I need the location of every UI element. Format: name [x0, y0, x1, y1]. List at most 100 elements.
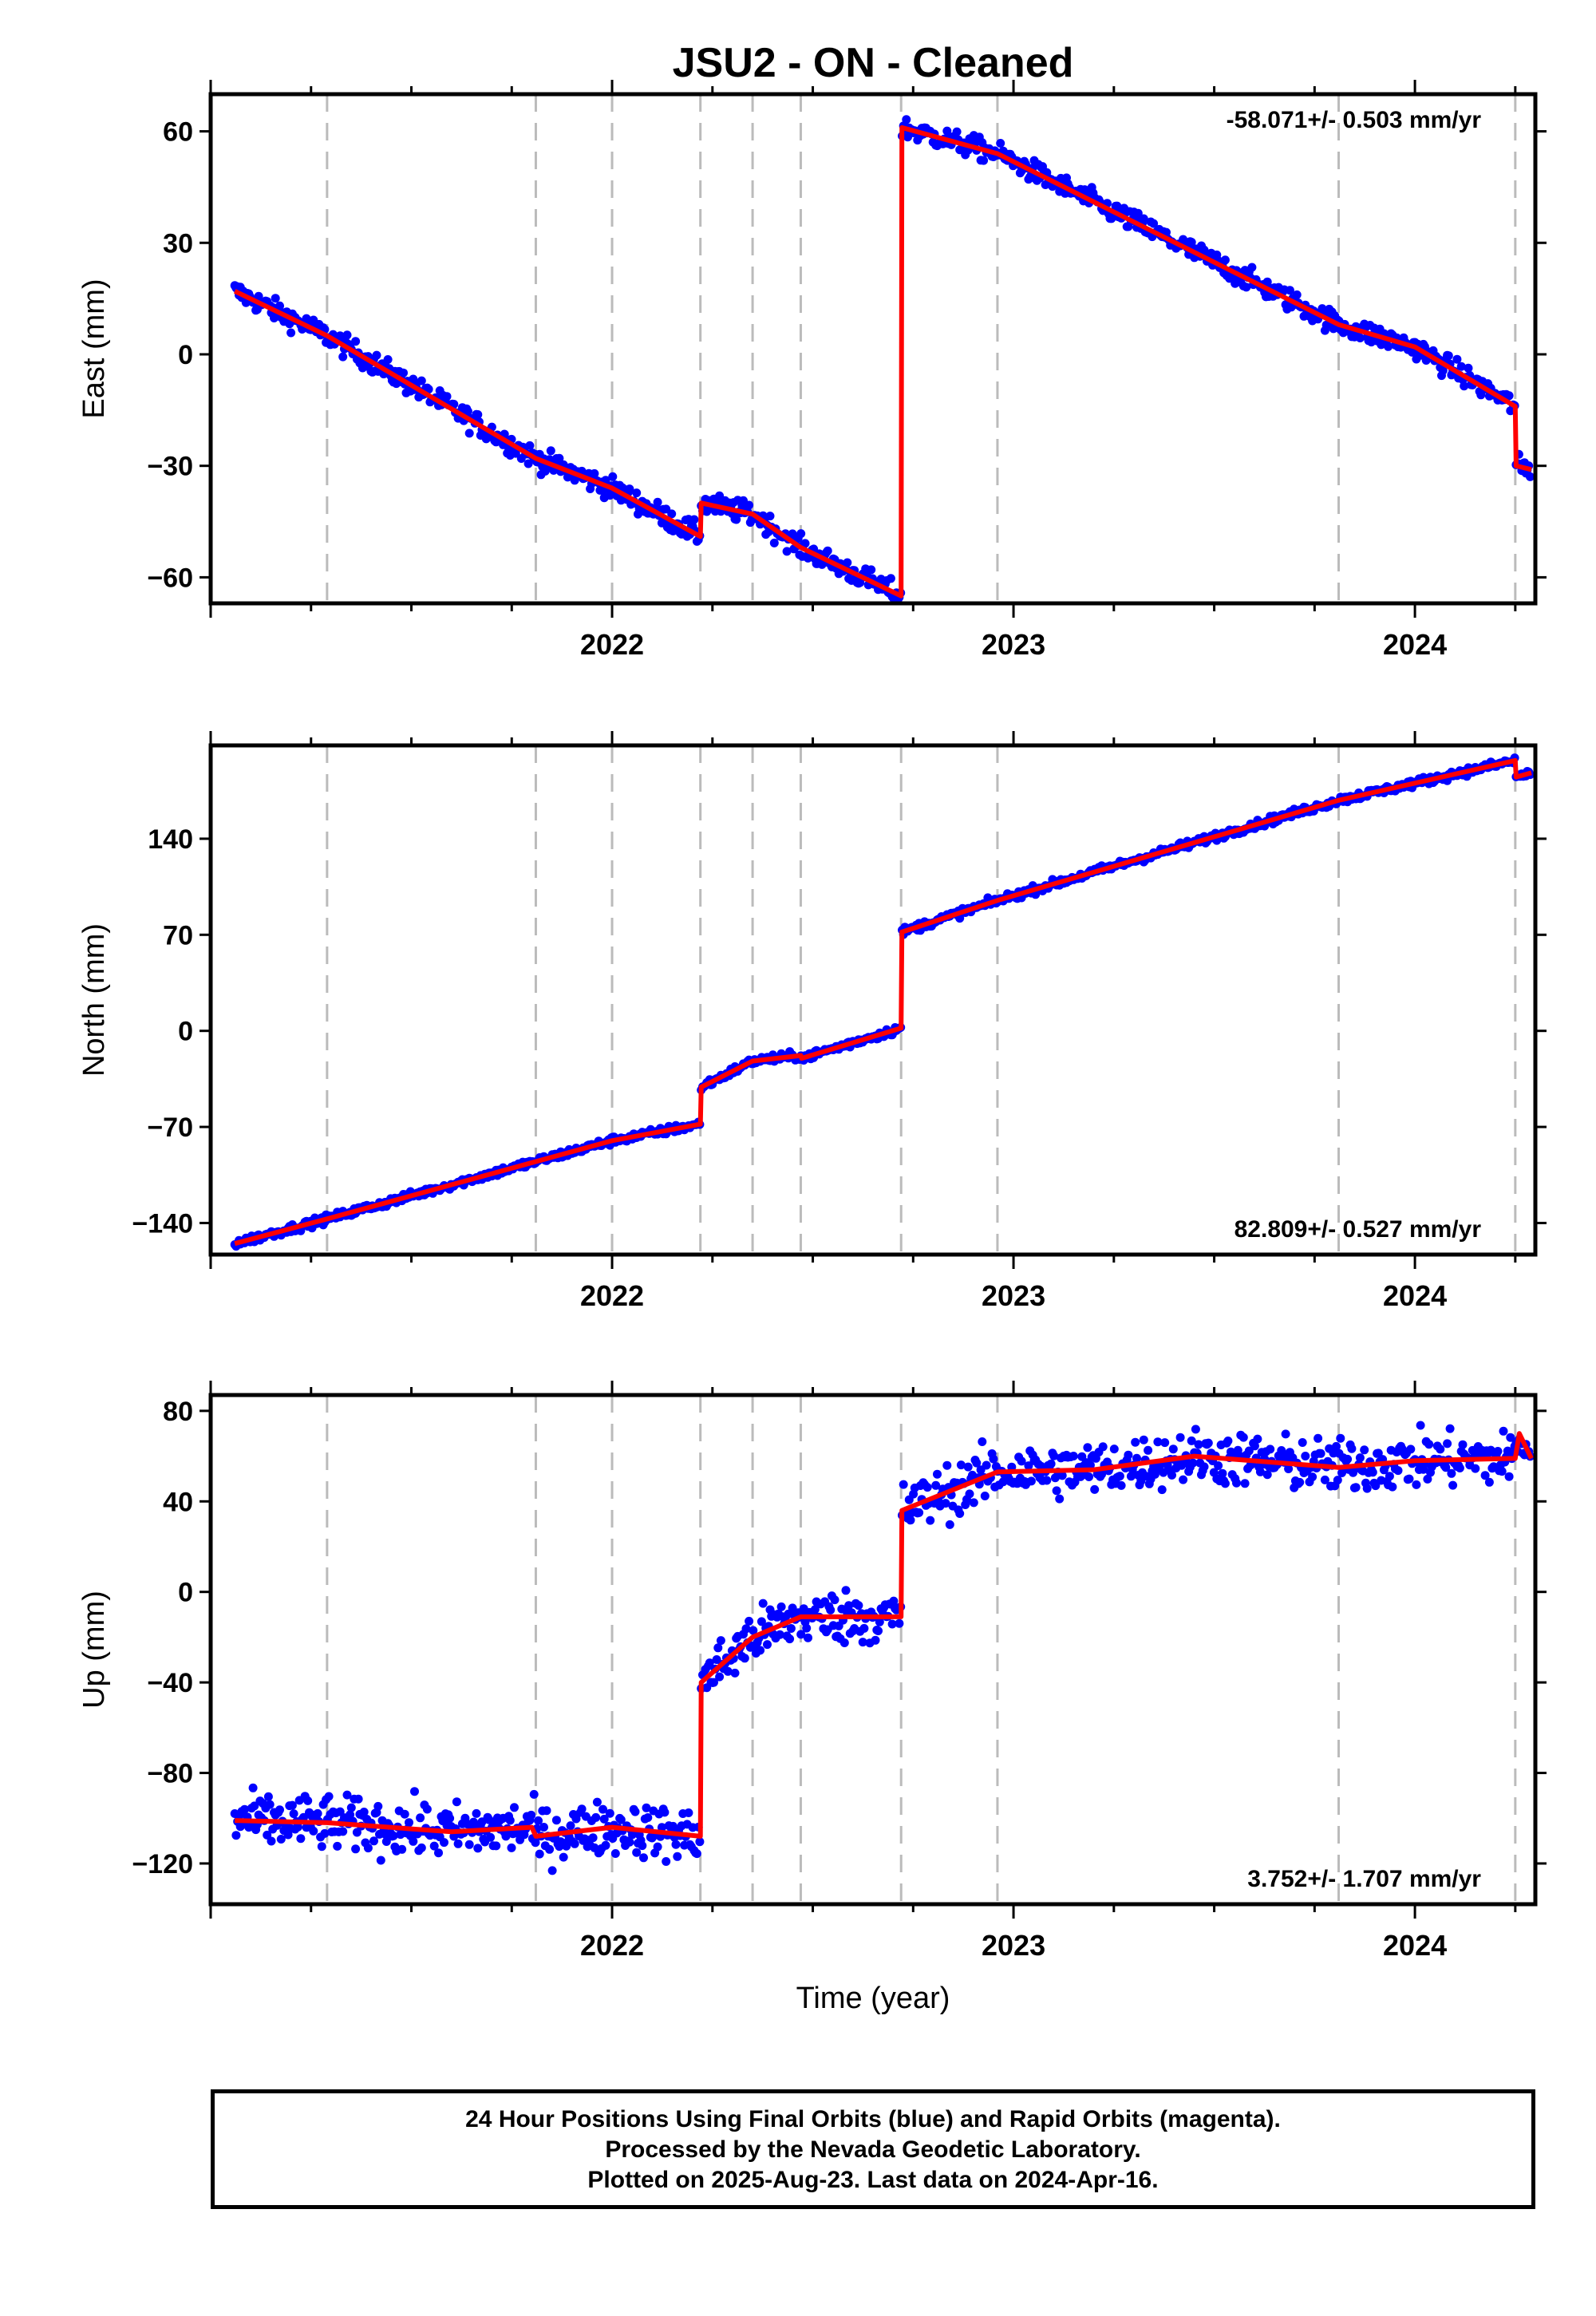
data-point [660, 1808, 670, 1817]
data-point [369, 1836, 378, 1846]
data-point [539, 1823, 548, 1832]
data-point [1024, 1461, 1033, 1471]
data-point [843, 558, 852, 567]
data-point [1157, 1485, 1167, 1495]
data-point [1160, 1438, 1170, 1448]
data-point [1139, 1435, 1148, 1445]
data-point [1444, 351, 1453, 361]
data-point [250, 1801, 259, 1811]
x-tick-label: 2024 [1383, 628, 1447, 661]
data-point [875, 1617, 884, 1626]
data-point [1456, 362, 1466, 371]
data-point [1316, 1448, 1325, 1458]
data-point [529, 1789, 539, 1799]
data-point [1504, 1472, 1514, 1481]
data-point [859, 1623, 869, 1633]
data-point [510, 1803, 519, 1812]
data-point [352, 1828, 361, 1837]
data-point [473, 410, 483, 419]
data-point [671, 1840, 681, 1849]
data-point [1057, 1471, 1067, 1480]
data-point [782, 547, 792, 556]
data-point [1149, 219, 1159, 228]
data-point [732, 515, 741, 524]
data-point [486, 1832, 496, 1842]
data-point [338, 352, 348, 362]
data-point [525, 441, 535, 450]
data-point [342, 330, 352, 340]
data-point [381, 1837, 391, 1846]
data-point [796, 529, 806, 539]
data-point [546, 446, 555, 456]
y-tick-label: 0 [178, 340, 193, 370]
data-point [1373, 1448, 1383, 1458]
data-point [756, 1646, 765, 1655]
data-point [317, 1842, 326, 1852]
data-point [354, 1794, 363, 1804]
y-tick-label: 40 [163, 1487, 193, 1517]
data-point [632, 1848, 642, 1857]
footer-info-box: 24 Hour Positions Using Final Orbits (bl… [211, 2089, 1535, 2209]
data-point [817, 559, 827, 569]
x-tick-label: 2023 [982, 628, 1045, 661]
data-point [982, 1460, 991, 1470]
data-point [839, 1638, 849, 1647]
data-point [473, 1844, 483, 1853]
data-point [591, 1812, 601, 1822]
data-point [1471, 1464, 1480, 1473]
data-point [1240, 1479, 1250, 1488]
data-point [1244, 1446, 1254, 1456]
data-point [1218, 1468, 1227, 1478]
data-point [1188, 1458, 1198, 1468]
data-point [1295, 1477, 1305, 1487]
data-point [804, 1633, 812, 1642]
rate-label: 3.752+/- 1.707 mm/yr [1247, 1866, 1481, 1892]
data-point [887, 1619, 897, 1629]
data-point [972, 1458, 982, 1468]
data-point [1232, 1478, 1241, 1488]
data-point [1144, 1445, 1153, 1455]
data-point [1238, 1433, 1248, 1442]
data-point [1416, 1421, 1425, 1430]
data-point [715, 1672, 725, 1682]
data-point [616, 1815, 626, 1824]
data-point [915, 1508, 924, 1517]
data-point [263, 1792, 273, 1801]
data-point [452, 1797, 461, 1807]
data-point [1266, 1445, 1275, 1454]
data-point [608, 472, 618, 481]
data-point [1285, 286, 1294, 295]
data-point [1480, 1471, 1490, 1480]
x-tick-label: 2022 [580, 1279, 644, 1312]
data-point [1504, 391, 1514, 401]
model-line-east [233, 124, 1532, 599]
panel-frame [208, 1393, 1538, 1907]
y-tick-label: −30 [147, 452, 193, 482]
data-point [899, 1480, 908, 1489]
data-point [1436, 1445, 1445, 1454]
data-point [453, 1839, 463, 1848]
data-point [945, 1520, 954, 1529]
panel-frame [208, 743, 1538, 1257]
panel-east: −60 −30 0 30 60 East (mm) 2022 2023 2024 -58.071+… [77, 80, 1547, 661]
data-point [1351, 1483, 1361, 1492]
data-point [741, 1624, 751, 1634]
data-point [933, 1469, 942, 1479]
data-point [955, 1509, 965, 1518]
data-point [643, 1813, 653, 1822]
data-point [965, 1489, 974, 1499]
data-point [351, 337, 361, 346]
data-point [941, 1499, 950, 1508]
data-point [289, 1809, 298, 1819]
y-tick-label: −60 [147, 563, 193, 593]
data-point [551, 1816, 561, 1825]
data-point [980, 1492, 990, 1500]
data-point [1441, 1463, 1451, 1472]
data-point [1262, 1470, 1272, 1480]
data-point [1281, 1429, 1290, 1439]
y-tick-label: −120 [132, 1849, 193, 1879]
data-point [786, 1624, 796, 1633]
data-point [1115, 1472, 1124, 1481]
data-point [1438, 366, 1448, 375]
data-point [1214, 1461, 1223, 1470]
